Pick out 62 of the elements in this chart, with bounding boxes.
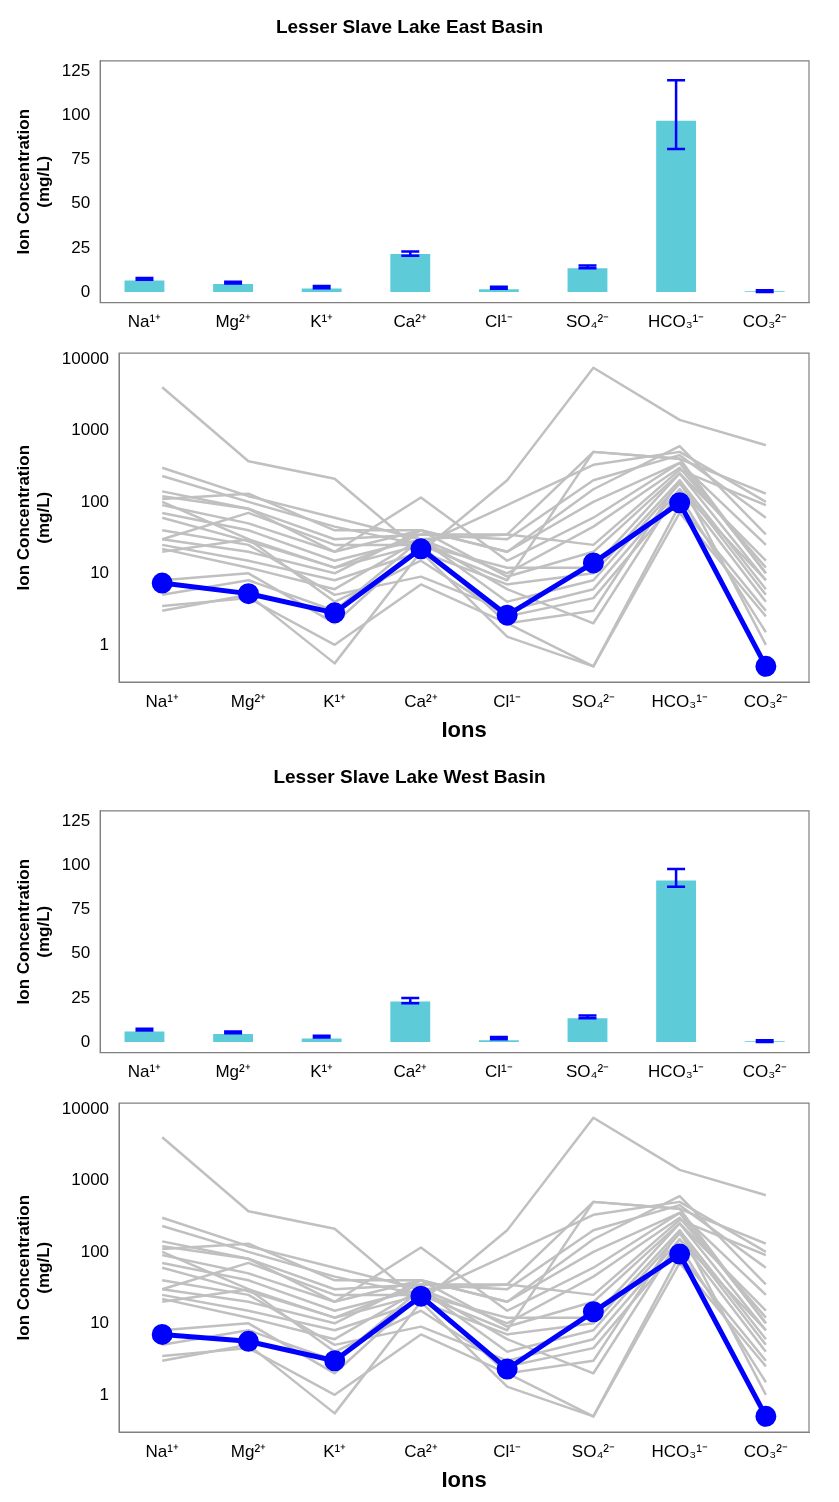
y-tick-label: 25 xyxy=(71,987,91,1007)
x-tick-label: SO₄²⁻ xyxy=(565,1062,610,1082)
x-tick-label: Ca²⁺ xyxy=(404,692,438,712)
x-tick-label: Cl¹⁻ xyxy=(493,1442,522,1462)
y-tick-label: 0 xyxy=(80,281,91,301)
y-tick-label: 50 xyxy=(71,193,91,213)
x-tick-label: Cl¹⁻ xyxy=(493,692,522,712)
chart-title: Lesser Slave Lake West Basin xyxy=(273,765,546,787)
y-tick-label: 1 xyxy=(99,634,110,654)
x-tick-label: Mg²⁺ xyxy=(215,312,251,332)
x-tick-label: SO₄²⁻ xyxy=(571,1442,615,1462)
y-tick-label: 1000 xyxy=(71,1170,110,1190)
x-tick-label: SO₄²⁻ xyxy=(571,692,615,712)
y-tick-label: 10000 xyxy=(61,348,110,368)
y-tick-label: 10 xyxy=(90,563,110,583)
x-tick-label: Na¹⁺ xyxy=(145,1442,179,1462)
chart-title: Lesser Slave Lake East Basin xyxy=(275,15,544,37)
x-tick-label: K¹⁺ xyxy=(310,1062,334,1082)
y-tick-label: 10000 xyxy=(61,1098,110,1118)
x-tick-label: CO₃²⁻ xyxy=(742,1062,787,1082)
y-axis-title: Ion Concentration (mg/L) xyxy=(13,108,54,255)
x-tick-label: HCO₃¹⁻ xyxy=(651,1442,708,1462)
y-tick-label: 125 xyxy=(61,61,91,81)
x-tick-label: Ca²⁺ xyxy=(404,1442,438,1462)
x-tick-label: Cl¹⁻ xyxy=(485,312,513,332)
y-tick-label: 125 xyxy=(61,811,91,831)
y-tick-label: 100 xyxy=(80,1241,110,1261)
x-tick-label: CO₃²⁻ xyxy=(742,312,787,332)
x-tick-label: CO₃²⁻ xyxy=(743,692,788,712)
x-tick-label: Na¹⁺ xyxy=(127,1062,162,1082)
y-tick-label: 100 xyxy=(61,105,91,125)
y-tick-label: 50 xyxy=(71,943,91,963)
x-axis-title: Ions xyxy=(441,716,487,742)
x-tick-label: CO₃²⁻ xyxy=(743,1442,788,1462)
x-tick-label: Mg²⁺ xyxy=(215,1062,251,1082)
x-tick-label: SO₄²⁻ xyxy=(565,312,610,332)
x-tick-label: HCO₃¹⁻ xyxy=(647,1062,705,1082)
x-tick-label: HCO₃¹⁻ xyxy=(647,312,705,332)
x-tick-label: HCO₃¹⁻ xyxy=(651,692,708,712)
x-tick-label: Cl¹⁻ xyxy=(485,1062,513,1082)
y-tick-label: 0 xyxy=(80,1031,91,1051)
y-tick-label: 75 xyxy=(71,899,91,919)
y-tick-label: 25 xyxy=(71,237,91,257)
x-tick-label: K¹⁺ xyxy=(310,312,334,332)
x-tick-label: K¹⁺ xyxy=(323,1442,347,1462)
y-axis-title: Ion Concentration (mg/L) xyxy=(13,858,54,1005)
y-tick-label: 100 xyxy=(80,491,110,511)
x-tick-label: Na¹⁺ xyxy=(127,312,162,332)
x-tick-label: Ca²⁺ xyxy=(393,312,427,332)
y-axis-title: Ion Concentration (mg/L) xyxy=(13,1194,54,1341)
x-tick-label: Ca²⁺ xyxy=(393,1062,427,1082)
y-tick-label: 1000 xyxy=(71,420,110,440)
x-tick-label: Mg²⁺ xyxy=(230,692,267,712)
x-tick-label: K¹⁺ xyxy=(323,692,347,712)
y-tick-label: 100 xyxy=(61,855,91,875)
x-tick-label: Na¹⁺ xyxy=(145,692,179,712)
y-axis-title: Ion Concentration (mg/L) xyxy=(13,444,54,591)
x-axis-title: Ions xyxy=(441,1466,487,1492)
y-tick-label: 1 xyxy=(99,1384,110,1404)
y-tick-label: 10 xyxy=(90,1313,110,1333)
y-tick-label: 75 xyxy=(71,149,91,169)
x-tick-label: Mg²⁺ xyxy=(230,1442,267,1462)
